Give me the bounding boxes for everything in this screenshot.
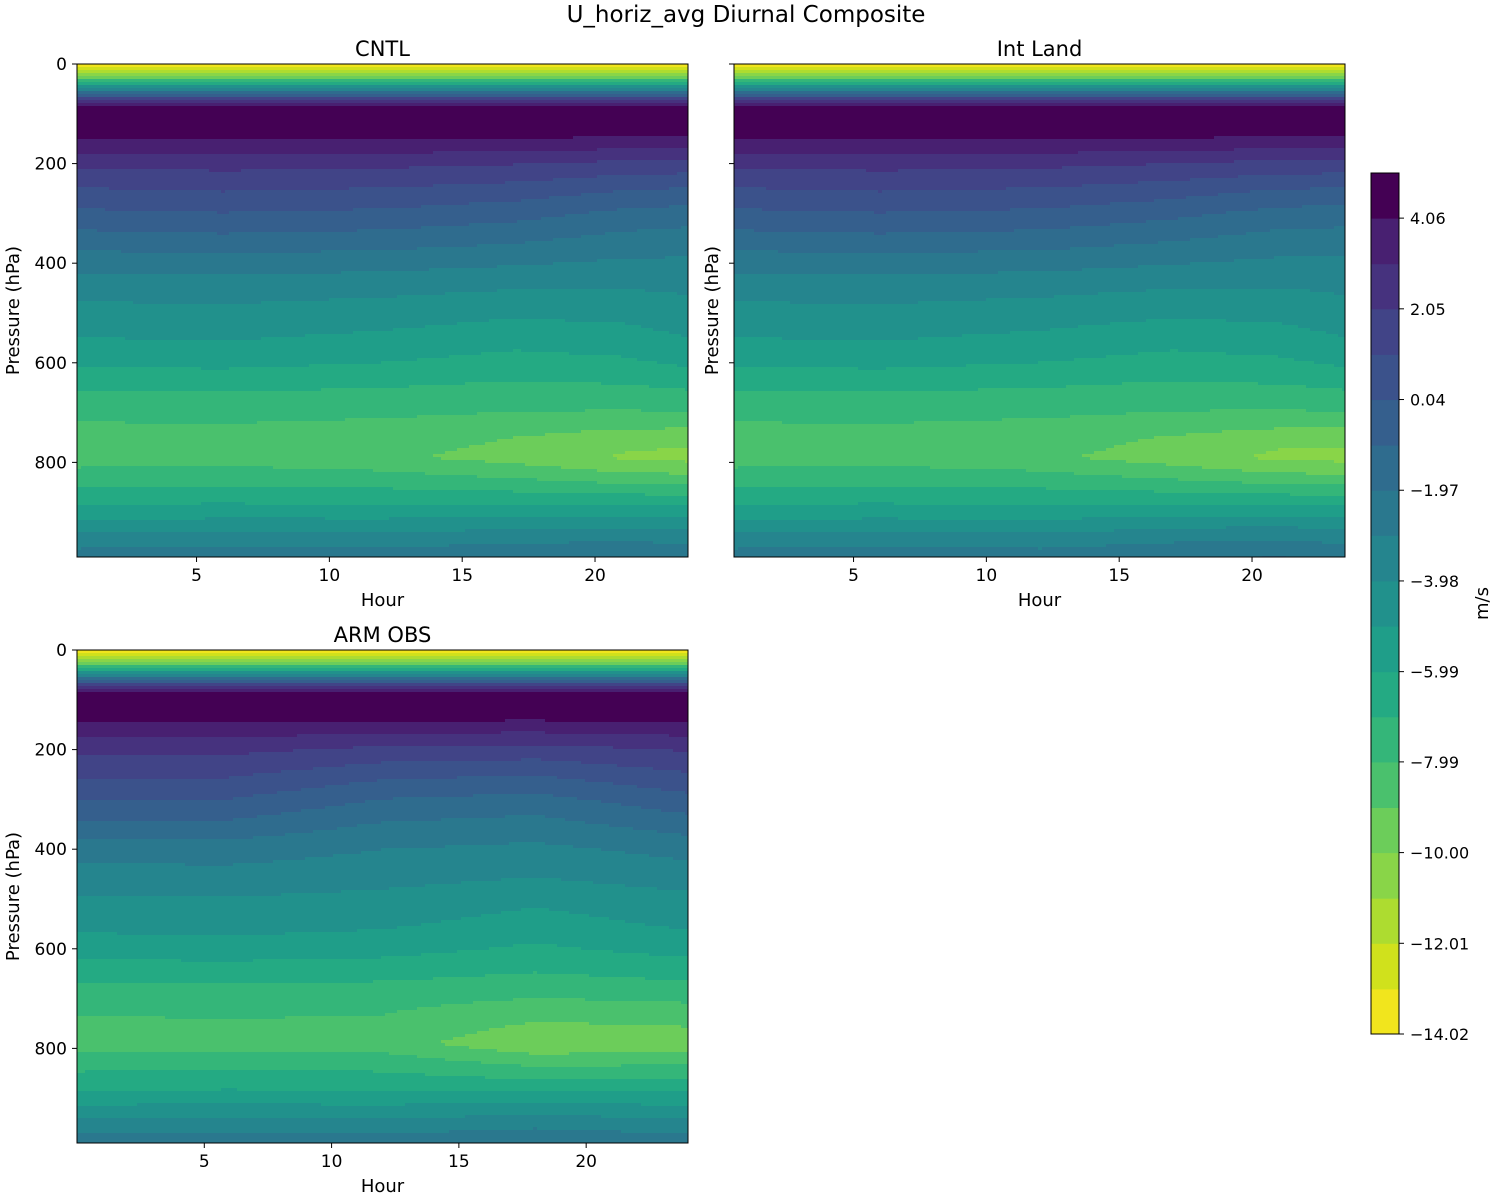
x-tick-label: 10 — [319, 566, 341, 586]
panel-title: Int Land — [997, 37, 1083, 61]
colorbar-tick-label: −5.99 — [1410, 663, 1459, 682]
colorbar-segment — [1371, 264, 1399, 310]
y-tick-label: 400 — [35, 840, 67, 860]
colorbar-segment — [1371, 762, 1399, 808]
y-tick-label: 800 — [35, 1039, 67, 1059]
contour-field — [734, 64, 1345, 557]
colorbar-segment — [1371, 535, 1399, 581]
colorbar-segment — [1371, 445, 1399, 491]
colorbar-tick-label: −10.00 — [1410, 844, 1469, 863]
y-tick-label: 200 — [35, 741, 67, 761]
x-tick-label: 5 — [848, 566, 859, 586]
colorbar-tick-label: −3.98 — [1410, 572, 1459, 591]
x-tick-label: 15 — [451, 566, 473, 586]
colorbar: 4.06 2.05 0.04 −1.97 −3.98 −5.99 −7.99 −10.00 −1… — [1371, 173, 1493, 1044]
x-tick-label: 20 — [584, 566, 606, 586]
y-tick-label: 600 — [35, 940, 67, 960]
panel-arm-obs: ARM OBS 5 10 15 20 Hour 0 200 400 600 800 Pressure … — [3, 623, 688, 1197]
y-tick-label: 400 — [35, 254, 67, 274]
colorbar-segment — [1371, 354, 1399, 400]
colorbar-segment — [1371, 717, 1399, 763]
colorbar-tick-label: −7.99 — [1410, 753, 1459, 772]
panel-title: ARM OBS — [334, 623, 432, 647]
y-tick-label: 600 — [35, 354, 67, 374]
x-tick-label: 5 — [199, 1152, 210, 1172]
x-axis-label: Hour — [361, 590, 405, 611]
colorbar-segment — [1371, 218, 1399, 264]
colorbar-segment — [1371, 672, 1399, 718]
figure-title: U_horiz_avg Diurnal Composite — [567, 2, 926, 28]
panel-int-land: Int Land 5 10 15 20 Hour Pressure (hPa) — [702, 37, 1345, 611]
contour-field — [77, 650, 688, 1143]
x-tick-label: 10 — [976, 566, 998, 586]
colorbar-segment — [1371, 807, 1399, 853]
colorbar-segment — [1371, 989, 1399, 1035]
x-tick-label: 10 — [321, 1152, 343, 1172]
x-tick-label: 15 — [448, 1152, 470, 1172]
x-tick-label: 20 — [1241, 566, 1263, 586]
x-axis-label: Hour — [1018, 590, 1062, 611]
x-tick-label: 15 — [1108, 566, 1130, 586]
colorbar-segment — [1371, 626, 1399, 672]
panel-cntl: CNTL 5 10 15 20 Hour 0 200 400 600 800 Pressure (hP… — [3, 37, 688, 611]
y-axis-label: Pressure (hPa) — [3, 246, 24, 375]
contour-field — [77, 64, 688, 557]
y-tick-label: 800 — [35, 453, 67, 473]
figure-canvas: U_horiz_avg Diurnal Composite CNTL 5 10 15 2… — [0, 0, 1500, 1200]
colorbar-tick-label: −14.02 — [1410, 1025, 1469, 1044]
y-axis-label: Pressure (hPa) — [3, 832, 24, 961]
colorbar-segment — [1371, 943, 1399, 989]
y-axis-label: Pressure (hPa) — [702, 246, 723, 375]
panel-title: CNTL — [355, 37, 410, 61]
colorbar-segment — [1371, 898, 1399, 944]
x-tick-label: 5 — [191, 566, 202, 586]
x-axis-label: Hour — [361, 1176, 405, 1197]
y-tick-label: 200 — [35, 155, 67, 175]
x-tick-label: 20 — [575, 1152, 597, 1172]
colorbar-tick-label: −1.97 — [1410, 481, 1459, 500]
colorbar-label: m/s — [1472, 587, 1493, 620]
colorbar-segment — [1371, 400, 1399, 446]
y-tick-label: 0 — [56, 55, 67, 75]
colorbar-segment — [1371, 581, 1399, 627]
colorbar-tick-label: −12.01 — [1410, 934, 1469, 953]
colorbar-segment — [1371, 853, 1399, 899]
y-tick-label: 0 — [56, 641, 67, 661]
colorbar-segment — [1371, 309, 1399, 355]
colorbar-tick-label: 4.06 — [1410, 209, 1446, 228]
colorbar-segment — [1371, 173, 1399, 219]
colorbar-segment — [1371, 490, 1399, 536]
colorbar-tick-label: 2.05 — [1410, 300, 1446, 319]
colorbar-tick-label: 0.04 — [1410, 391, 1446, 410]
